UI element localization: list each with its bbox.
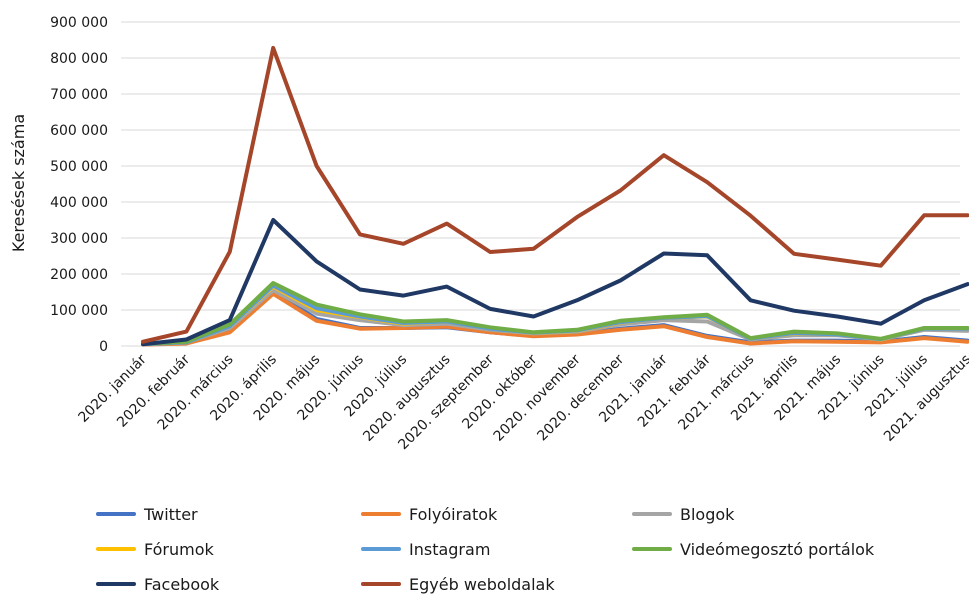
y-tick-label: 600 000	[50, 123, 108, 139]
series-lines	[141, 45, 969, 347]
x-tick-label: 2020. március	[155, 352, 237, 434]
y-tick-label: 100 000	[50, 303, 108, 319]
y-tick-label: 800 000	[50, 51, 108, 67]
y-tick-label: 700 000	[50, 87, 108, 103]
y-tick-label: 300 000	[50, 231, 108, 247]
y-tick-label: 900 000	[50, 15, 108, 31]
gridlines	[121, 21, 960, 311]
y-tick-label: 500 000	[50, 159, 108, 175]
y-axis-ticks: 0 100 000 200 000 300 000 400 000 500 000 600 …	[50, 15, 108, 355]
x-tick-label: 2020. október	[459, 351, 540, 432]
series-line-facebook	[141, 218, 969, 347]
y-axis-label: Keresések száma	[9, 114, 28, 252]
series-line-egyéb-weboldalak	[141, 45, 969, 344]
y-tick-label: 200 000	[50, 267, 108, 283]
series-line-folyóiratok	[141, 291, 969, 347]
y-tick-label: 0	[99, 339, 108, 355]
series-line-videómegosztó-portálok	[141, 281, 969, 346]
y-tick-label: 400 000	[50, 195, 108, 211]
x-tick-label: 2021. március	[675, 352, 757, 434]
